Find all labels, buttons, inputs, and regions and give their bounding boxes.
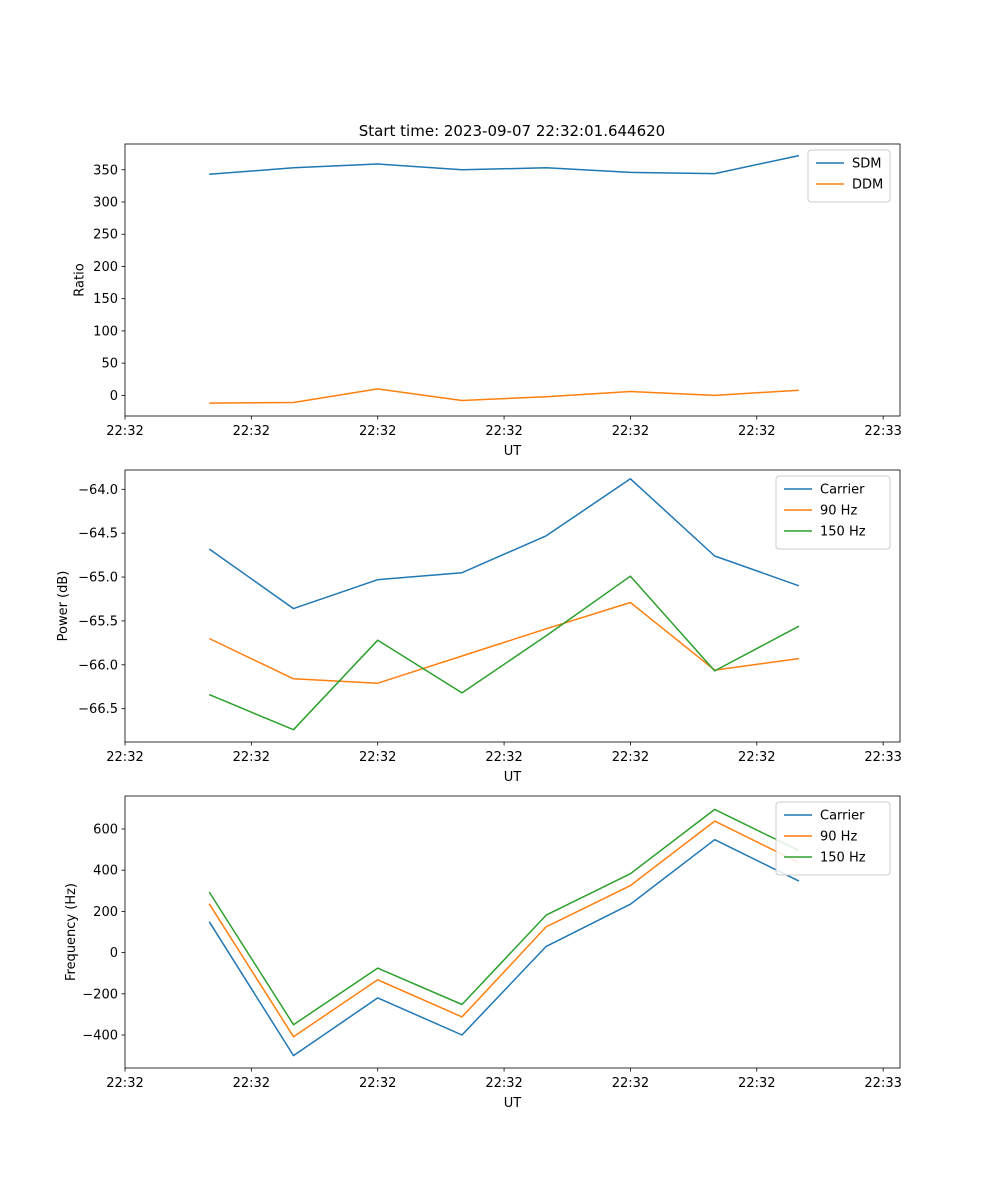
frequency-series-carrier-line [208,838,800,1057]
frequency-x-tick-label: 22:32 [738,1076,775,1091]
frequency-panel: 22:32 22:32 22:32 22:32 22:32 22:32 22:33 −400 −… [64,795,902,1111]
ratio-series-sdm-line [209,154,800,176]
frequency-axes-frame [124,795,901,1069]
power-x-tick-label: 22:32 [738,750,775,765]
power-series-carrier-line [208,478,800,610]
frequency-y-tick-label: 600 [93,822,118,837]
ratio-panel: 22:32 22:32 22:32 22:32 22:32 22:32 22:33 0 50 10… [72,143,902,459]
frequency-x-tick-label: 22:32 [485,1076,522,1091]
ratio-y-tick-label: 100 [93,324,118,339]
ratio-legend-label-sdm: SDM [852,157,881,172]
frequency-series-150-hz-line [208,808,800,1026]
ratio-x-axis-label: UT [504,444,522,459]
power-y-tick-label: −65.0 [78,571,118,586]
frequency-x-tick-label: 22:32 [612,1076,649,1091]
frequency-y-tick-label: −200 [82,987,118,1002]
power-x-tick-label: 22:33 [864,750,901,765]
power-panel: 22:32 22:32 22:32 22:32 22:32 22:32 22:33 −66.5… [56,469,902,785]
frequency-x-tick-label: 22:32 [359,1076,396,1091]
power-series-90-hz-line [208,601,800,684]
ratio-y-tick-label: 200 [93,260,118,275]
frequency-x-axis-label: UT [504,1096,522,1111]
ratio-x-tick-label: 22:33 [864,424,901,439]
power-legend-label-90-hz: 90 Hz [820,504,857,519]
frequency-legend-label-carrier: Carrier [820,809,865,824]
frequency-y-tick-label: 400 [93,864,118,879]
frequency-legend-label-90-hz: 90 Hz [820,830,857,845]
ratio-legend-label-ddm: DDM [852,178,883,193]
ratio-y-axis-label: Ratio [72,263,87,296]
frequency-x-tick-label: 22:32 [106,1076,143,1091]
ratio-x-tick-label: 22:32 [738,424,775,439]
power-plot-area [125,470,900,742]
ratio-y-tick-label: 350 [93,163,118,178]
power-axes-frame [124,469,901,743]
power-legend-label-carrier: Carrier [820,483,865,498]
frequency-y-tick-label: −400 [82,1029,118,1044]
power-y-axis-label: Power (dB) [56,571,71,642]
ratio-x-tick-label: 22:32 [233,424,270,439]
power-y-tick-label: −64.0 [78,483,118,498]
ratio-x-tick-label: 22:32 [359,424,396,439]
frequency-y-axis-label: Frequency (Hz) [64,883,79,981]
frequency-x-tick-label: 22:33 [864,1076,901,1091]
ratio-series-ddm-line [209,388,799,404]
ratio-y-tick-label: 300 [93,196,118,211]
ratio-axes-frame [124,143,901,417]
frequency-legend-label-150-hz: 150 Hz [820,851,866,866]
frequency-y-tick-label: 0 [110,946,118,961]
power-x-tick-label: 22:32 [359,750,396,765]
ratio-plot-area [125,144,900,416]
power-x-tick-label: 22:32 [485,750,522,765]
power-y-tick-label: −66.0 [78,658,118,673]
ratio-y-tick-label: 50 [101,357,118,372]
ratio-y-tick-label: 250 [93,228,118,243]
ratio-y-tick-label: 150 [93,292,118,307]
ratio-x-tick-label: 22:32 [485,424,522,439]
power-x-tick-label: 22:32 [612,750,649,765]
frequency-plot-area [125,796,900,1068]
power-y-tick-label: −64.5 [78,527,118,542]
power-x-tick-label: 22:32 [233,750,270,765]
ratio-x-tick-label: 22:32 [612,424,649,439]
power-x-axis-label: UT [504,770,522,785]
power-y-tick-label: −65.5 [78,614,118,629]
power-y-tick-label: −66.5 [78,702,118,717]
frequency-y-tick-label: 200 [93,905,118,920]
frequency-series-90-hz-line [208,820,800,1038]
ratio-y-tick-label: 0 [110,389,118,404]
ratio-x-tick-label: 22:32 [106,424,143,439]
power-legend-label-150-hz: 150 Hz [820,525,866,540]
frequency-x-tick-label: 22:32 [233,1076,270,1091]
power-x-tick-label: 22:32 [106,750,143,765]
chart-title: Start time: 2023-09-07 22:32:01.644620 [359,122,665,140]
power-series-150-hz-line [208,575,800,731]
